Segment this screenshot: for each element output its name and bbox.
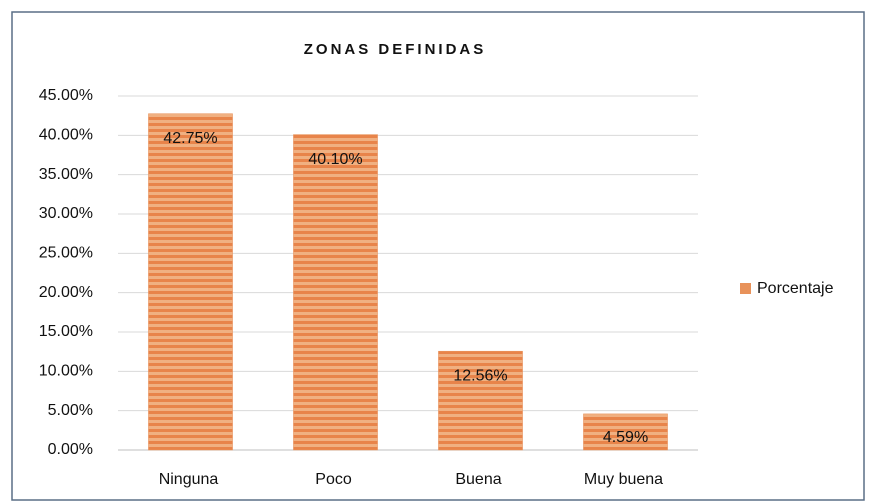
y-tick-label: 25.00% — [39, 245, 93, 262]
legend-label: Porcentaje — [757, 280, 834, 297]
y-tick-label: 5.00% — [48, 402, 93, 419]
x-tick-label: Ninguna — [159, 471, 219, 488]
y-tick-label: 20.00% — [39, 284, 93, 301]
y-tick-label: 45.00% — [39, 87, 93, 104]
x-tick-label: Muy buena — [584, 471, 663, 488]
bar — [148, 113, 233, 451]
chart-title: ZONAS DEFINIDAS — [304, 41, 487, 58]
y-tick-label: 40.00% — [39, 127, 93, 144]
y-tick-label: 35.00% — [39, 166, 93, 183]
bar — [293, 134, 378, 451]
bar — [438, 350, 523, 451]
data-label: 42.75% — [163, 130, 217, 147]
x-tick-label: Buena — [455, 471, 501, 488]
y-tick-label: 0.00% — [48, 441, 93, 458]
bar — [583, 413, 668, 451]
data-label: 40.10% — [308, 151, 362, 168]
y-tick-label: 15.00% — [39, 323, 93, 340]
y-tick-label: 10.00% — [39, 363, 93, 380]
legend-swatch — [740, 283, 751, 294]
data-label: 12.56% — [453, 367, 507, 384]
y-tick-label: 30.00% — [39, 205, 93, 222]
chart-border — [11, 11, 865, 501]
data-label: 4.59% — [603, 429, 648, 446]
x-tick-label: Poco — [315, 471, 352, 488]
